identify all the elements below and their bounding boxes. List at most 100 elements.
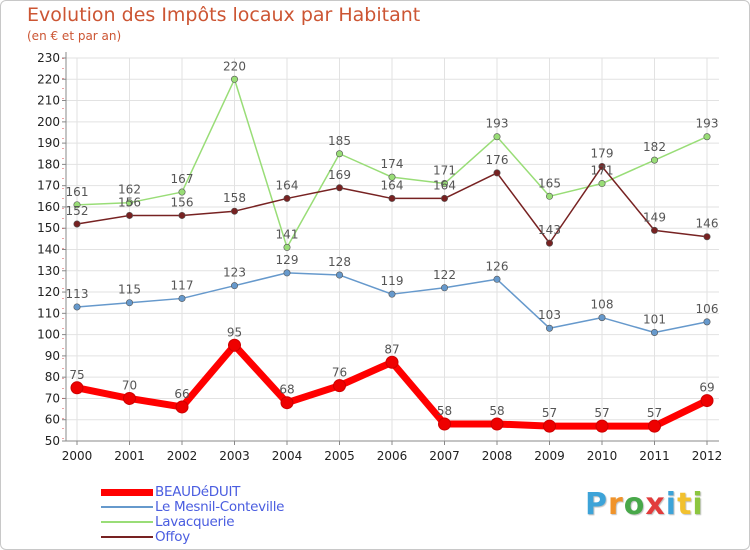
data-point-3 <box>178 211 186 219</box>
data-label-0: 70 <box>122 378 137 392</box>
proxiti-logo: Proxiti <box>585 487 704 522</box>
data-label-2: 162 <box>118 183 141 197</box>
data-point-1 <box>388 290 396 298</box>
data-label-3: 158 <box>223 191 246 205</box>
data-label-2: 220 <box>223 59 246 73</box>
data-label-2: 185 <box>328 134 351 148</box>
data-point-0 <box>438 417 451 431</box>
data-point-0 <box>70 381 84 395</box>
y-tick-label: 220 <box>37 72 60 86</box>
data-point-3 <box>650 226 658 234</box>
y-tick-label: 150 <box>37 221 60 235</box>
data-point-1 <box>283 269 291 277</box>
x-tick-label: 2007 <box>429 449 460 463</box>
legend-label: Offoy <box>155 529 190 545</box>
y-tick-label: 100 <box>37 328 60 342</box>
x-tick-label: 2004 <box>272 449 303 463</box>
data-label-3: 156 <box>171 195 194 209</box>
data-point-3 <box>231 207 239 215</box>
data-point-1 <box>545 324 553 332</box>
data-label-2: 171 <box>591 164 614 178</box>
y-tick-label: 140 <box>37 243 60 257</box>
y-tick-label: 120 <box>37 285 60 299</box>
data-label-1: 103 <box>538 308 561 322</box>
data-point-0 <box>648 419 661 433</box>
data-point-0 <box>595 419 609 433</box>
data-label-3: 146 <box>696 217 719 231</box>
data-point-1 <box>493 275 501 283</box>
data-point-0 <box>490 417 504 431</box>
y-tick-label: 200 <box>37 115 60 129</box>
data-point-1 <box>73 303 81 311</box>
data-point-0 <box>228 338 241 352</box>
data-point-2 <box>703 133 711 141</box>
data-label-0: 68 <box>279 383 294 397</box>
x-tick-label: 2012 <box>692 449 723 463</box>
data-point-1 <box>703 318 711 326</box>
data-point-2 <box>126 199 134 207</box>
legend-swatch <box>101 536 153 538</box>
chart-title: Evolution des Impôts locaux par Habitant <box>27 4 421 26</box>
data-point-0 <box>333 379 346 393</box>
y-tick-label: 50 <box>45 434 60 448</box>
y-tick-label: 130 <box>37 264 60 278</box>
data-label-2: 193 <box>696 117 719 131</box>
data-point-2 <box>178 188 186 196</box>
data-label-0: 58 <box>437 404 452 418</box>
data-label-3: 152 <box>66 204 89 218</box>
data-point-3 <box>545 239 553 247</box>
data-label-1: 119 <box>381 274 404 288</box>
data-point-3 <box>598 163 606 171</box>
x-tick-label: 2006 <box>377 449 408 463</box>
y-tick-label: 80 <box>45 370 60 384</box>
x-tick-label: 2010 <box>587 449 618 463</box>
data-label-1: 106 <box>696 302 719 316</box>
x-tick-label: 2005 <box>324 449 355 463</box>
legend-swatch <box>101 521 153 523</box>
x-tick-label: 2002 <box>167 449 198 463</box>
data-point-1 <box>440 284 448 292</box>
data-label-3: 176 <box>486 153 509 167</box>
data-point-2 <box>545 192 553 200</box>
y-tick-label: 170 <box>37 179 60 193</box>
y-tick-label: 60 <box>45 413 60 427</box>
data-label-1: 101 <box>643 312 666 326</box>
logo-letter: x <box>645 487 666 522</box>
data-label-1: 129 <box>276 253 299 267</box>
data-point-2 <box>598 180 606 188</box>
data-point-3 <box>335 184 343 192</box>
logo-letter: r <box>608 487 624 522</box>
logo-letter: P <box>585 487 608 522</box>
data-label-3: 179 <box>591 147 614 161</box>
data-label-2: 161 <box>66 185 89 199</box>
x-tick-label: 2003 <box>219 449 250 463</box>
data-label-1: 128 <box>328 255 351 269</box>
data-label-1: 122 <box>433 268 456 282</box>
data-point-1 <box>650 328 658 336</box>
logo-letter: i <box>665 487 678 522</box>
data-point-3 <box>388 194 396 202</box>
data-label-0: 75 <box>69 368 84 382</box>
x-tick-label: 2008 <box>482 449 513 463</box>
data-point-0 <box>700 394 714 408</box>
data-label-0: 57 <box>594 406 609 420</box>
data-label-2: 193 <box>486 117 509 131</box>
data-point-2 <box>493 133 501 141</box>
x-tick-label: 2000 <box>62 449 93 463</box>
x-tick-label: 2009 <box>534 449 565 463</box>
data-label-0: 57 <box>542 406 557 420</box>
legend-label: Lavacquerie <box>155 514 235 530</box>
legend-label: BEAUDéDUIT <box>155 484 241 500</box>
data-point-2 <box>388 173 396 181</box>
x-tick-label: 2001 <box>114 449 145 463</box>
chart-subtitle: (en € et par an) <box>27 29 122 43</box>
data-label-2: 174 <box>381 157 404 171</box>
data-point-1 <box>598 314 606 322</box>
data-point-1 <box>178 294 186 302</box>
y-tick-label: 90 <box>45 349 60 363</box>
y-tick-label: 230 <box>37 51 60 65</box>
data-point-2 <box>231 75 239 83</box>
data-label-2: 182 <box>643 140 666 154</box>
data-label-1: 123 <box>223 266 246 280</box>
